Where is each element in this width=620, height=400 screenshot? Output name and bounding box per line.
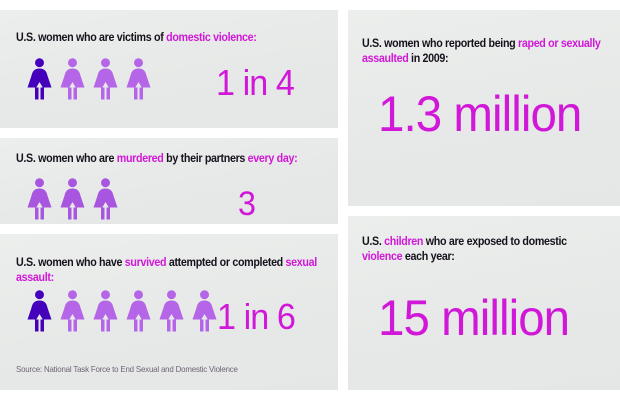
heading-segment-1: domestic violence: xyxy=(166,32,257,44)
figure-row-murdered xyxy=(27,178,118,220)
heading-segment-3: every day: xyxy=(247,153,298,165)
heading-segment-4: each year: xyxy=(402,250,455,263)
heading-segment-0: U.S. women who reported being xyxy=(362,38,519,50)
female-figure-icon xyxy=(27,58,52,100)
heading-segment-3: violence xyxy=(362,250,403,263)
female-figure-icon xyxy=(60,290,85,332)
panel-children-exposed-heading: U.S. children who are exposed to domesti… xyxy=(362,235,604,264)
heading-segment-1: raped or sexually assaulted xyxy=(362,38,601,65)
female-figure-icon xyxy=(93,290,118,332)
panel-children-exposed: U.S. children who are exposed to domesti… xyxy=(348,216,620,390)
female-figure-icon xyxy=(27,178,52,220)
right-column: U.S. women who reported being raped or s… xyxy=(348,0,620,400)
panel-domestic-violence-heading: U.S. women who are victims of domestic v… xyxy=(16,31,323,46)
heading-segment-0: U.S. women who have xyxy=(16,257,125,269)
heading-segment-2: in 2009: xyxy=(408,52,449,65)
panel-murdered-heading: U.S. women who are murdered by their par… xyxy=(16,152,323,167)
female-figure-icon xyxy=(159,290,184,332)
heading-segment-1: murdered xyxy=(116,153,164,165)
left-column: U.S. women who are victims of domestic v… xyxy=(0,10,338,390)
heading-segment-2: by their partners xyxy=(163,153,248,165)
panel-sexual-assault: U.S. women who have survived attempted o… xyxy=(0,234,338,390)
stat-murdered: 3 xyxy=(238,185,256,223)
source-note: Source: National Task Force to End Sexua… xyxy=(16,364,238,374)
female-figure-icon xyxy=(60,58,85,100)
panel-murdered: U.S. women who are murdered by their par… xyxy=(0,138,338,224)
heading-segment-2: attempted or completed xyxy=(166,257,286,269)
heading-segment-0: U.S. women who are victims of xyxy=(16,32,167,44)
figure-row-sexual-assault xyxy=(27,290,217,332)
panel-sexual-assault-heading: U.S. women who have survived attempted o… xyxy=(16,256,323,285)
stat-children-exposed: 15 million xyxy=(378,290,570,346)
stat-raped-reported: 1.3 million xyxy=(378,86,582,142)
panel-raped-reported: U.S. women who reported being raped or s… xyxy=(348,10,620,206)
female-figure-icon xyxy=(126,58,151,100)
female-figure-icon xyxy=(126,290,151,332)
panel-raped-reported-heading: U.S. women who reported being raped or s… xyxy=(362,37,604,66)
panel-domestic-violence: U.S. women who are victims of domestic v… xyxy=(0,10,338,128)
heading-segment-1: children xyxy=(384,236,424,248)
female-figure-icon xyxy=(93,178,118,220)
stat-domestic-violence: 1 in 4 xyxy=(216,62,295,103)
female-figure-icon xyxy=(93,58,118,100)
stat-sexual-assault: 1 in 6 xyxy=(217,296,296,337)
heading-segment-0: U.S. women who are xyxy=(16,153,117,165)
heading-segment-0: U.S. xyxy=(362,236,385,248)
heading-segment-1: survived xyxy=(124,257,167,269)
figure-row-domestic-violence xyxy=(27,58,151,100)
female-figure-icon xyxy=(27,290,52,332)
female-figure-icon xyxy=(60,178,85,220)
female-figure-icon xyxy=(192,290,217,332)
heading-segment-3: sexual assault: xyxy=(16,257,317,284)
heading-segment-2: who are exposed to domestic xyxy=(423,236,567,248)
